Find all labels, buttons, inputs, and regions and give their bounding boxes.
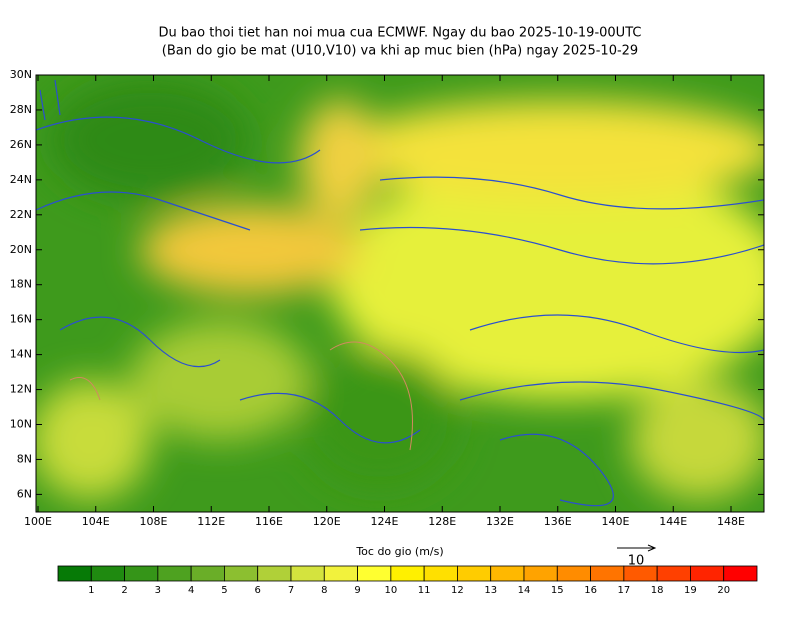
lon-label: 120E <box>313 515 341 528</box>
lon-label: 136E <box>544 515 572 528</box>
colorbar-swatch <box>690 565 725 582</box>
colorbar-label: 9 <box>354 585 360 596</box>
colorbar-label: 3 <box>155 585 161 596</box>
colorbar-swatch <box>656 565 691 582</box>
colorbar-label: 1 <box>88 585 94 596</box>
colorbar-swatch <box>623 565 658 582</box>
colorbar-label: 15 <box>551 585 564 596</box>
lat-label: 20N <box>10 243 32 256</box>
lat-label: 30N <box>10 68 32 81</box>
colorbar-label: 2 <box>121 585 127 596</box>
lon-label: 116E <box>255 515 283 528</box>
colorbar-label: 16 <box>584 585 597 596</box>
colorbar-swatch <box>323 565 358 582</box>
title: Du bao thoi tiet han noi mua cua ECMWF. … <box>159 26 642 41</box>
colorbar-swatch <box>523 565 558 582</box>
colorbar-swatch <box>490 565 525 582</box>
colorbar-label: 18 <box>651 585 664 596</box>
lat-label: 6N <box>17 487 32 500</box>
lat-label: 12N <box>10 383 32 396</box>
colorbar-label: 8 <box>321 585 327 596</box>
lon-label: 100E <box>24 515 52 528</box>
lat-label: 22N <box>10 208 32 221</box>
colorbar-swatch <box>224 565 259 582</box>
colorbar-swatch <box>157 565 192 582</box>
colorbar-swatch <box>723 565 758 582</box>
lon-label: 112E <box>197 515 225 528</box>
lat-label: 18N <box>10 278 32 291</box>
lon-label: 140E <box>602 515 630 528</box>
colorbar-label: 13 <box>484 585 497 596</box>
colorbar-swatch <box>90 565 125 582</box>
lon-label: 108E <box>140 515 168 528</box>
reference-vector <box>617 544 657 552</box>
colorbar-label: 6 <box>255 585 261 596</box>
colorbar-label: 17 <box>617 585 630 596</box>
lon-label: 132E <box>486 515 514 528</box>
colorbar-swatch <box>590 565 625 582</box>
colorbar-swatch <box>290 565 325 582</box>
lon-label: 144E <box>659 515 687 528</box>
colorbar-label: 12 <box>451 585 464 596</box>
colorbar-label: 11 <box>418 585 431 596</box>
colorbar-swatch <box>124 565 159 582</box>
colorbar-title: Toc do gio (m/s) <box>355 545 443 558</box>
colorbar-swatch <box>190 565 225 582</box>
lat-label: 10N <box>10 418 32 431</box>
colorbar-label: 10 <box>384 585 397 596</box>
colorbar-swatch <box>423 565 458 582</box>
colorbar-label: 14 <box>518 585 531 596</box>
lat-label: 24N <box>10 173 32 186</box>
lat-label: 8N <box>17 452 32 465</box>
lon-label: 104E <box>82 515 110 528</box>
colorbar-swatch <box>390 565 425 582</box>
colorbar-label: 7 <box>288 585 294 596</box>
colorbar-label: 5 <box>221 585 227 596</box>
map-frame <box>35 74 765 513</box>
reference-label: 10 <box>628 554 645 569</box>
lon-label: 124E <box>371 515 399 528</box>
colorbar-swatch <box>357 565 392 582</box>
colorbar-swatch <box>57 565 92 582</box>
lat-label: 14N <box>10 348 32 361</box>
colorbar-swatch <box>257 565 292 582</box>
colorbar-swatch <box>457 565 492 582</box>
lon-label: 128E <box>428 515 456 528</box>
colorbar-label: 20 <box>717 585 730 596</box>
colorbar-label: 19 <box>684 585 697 596</box>
lat-label: 16N <box>10 313 32 326</box>
colorbar-swatch <box>556 565 591 582</box>
wind-field <box>36 75 764 512</box>
colorbar-label: 4 <box>188 585 194 596</box>
lat-label: 26N <box>10 138 32 151</box>
lat-label: 28N <box>10 103 32 116</box>
subtitle: (Ban do gio be mat (U10,V10) va khi ap m… <box>162 44 638 59</box>
lon-label: 148E <box>717 515 745 528</box>
